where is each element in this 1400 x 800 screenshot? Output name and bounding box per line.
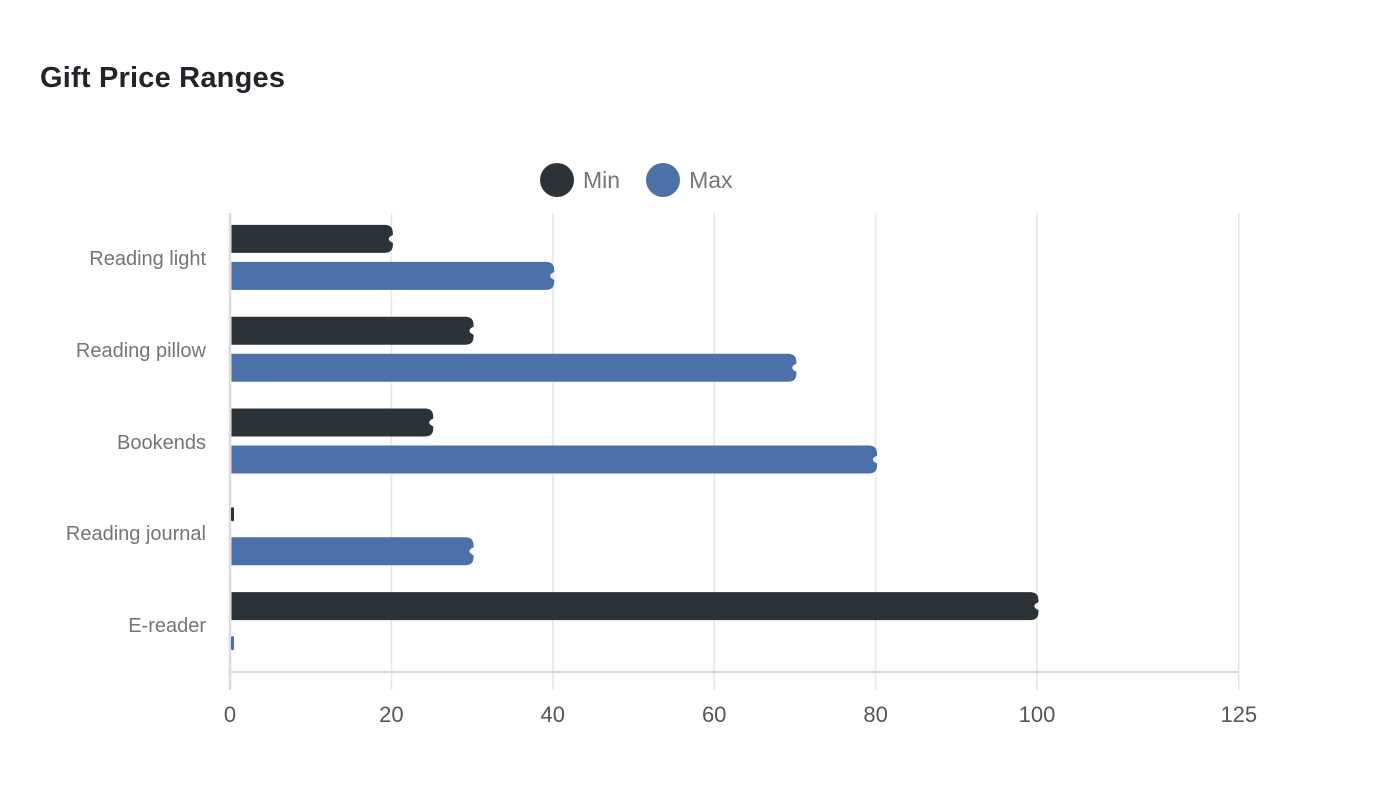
x-tick-0: 0 [223, 702, 237, 727]
category-label-e-reader: E-reader [128, 615, 206, 637]
chart-title: Gift Price Ranges [40, 62, 286, 94]
legend-min-label: Min [583, 166, 621, 193]
legend-max-swatch-icon [646, 163, 681, 197]
bar-min-reading-light [231, 224, 393, 253]
category-label-reading-journal: Reading journal [65, 523, 206, 545]
bar-max-e-reader [231, 636, 234, 651]
legend-item-min[interactable]: Min [540, 163, 620, 197]
x-tick-125: 125 [1220, 702, 1258, 727]
bar-min-e-reader [231, 592, 1039, 621]
legend-min-swatch-icon [540, 163, 574, 197]
legend: Min Max [540, 163, 733, 197]
category-label-reading-light: Reading light [89, 248, 206, 270]
legend-item-max[interactable]: Max [646, 163, 733, 197]
x-tick-80: 80 [863, 702, 888, 727]
legend-max-label: Max [689, 166, 733, 193]
category-label-reading-pillow: Reading pillow [75, 340, 206, 362]
bar-max-reading-journal [231, 537, 474, 566]
x-tick-100: 100 [1018, 702, 1056, 727]
bar-max-reading-pillow [231, 353, 797, 382]
bar-max-bookends [231, 445, 878, 474]
bar-max-reading-light [231, 261, 555, 290]
x-tick-20: 20 [379, 702, 404, 727]
category-label-bookends: Bookends [117, 432, 206, 454]
x-tick-60: 60 [701, 702, 727, 727]
bar-min-reading-pillow [231, 316, 474, 345]
bar-min-bookends [231, 408, 434, 437]
bar-min-reading-journal [231, 507, 234, 522]
x-tick-40: 40 [540, 702, 566, 727]
